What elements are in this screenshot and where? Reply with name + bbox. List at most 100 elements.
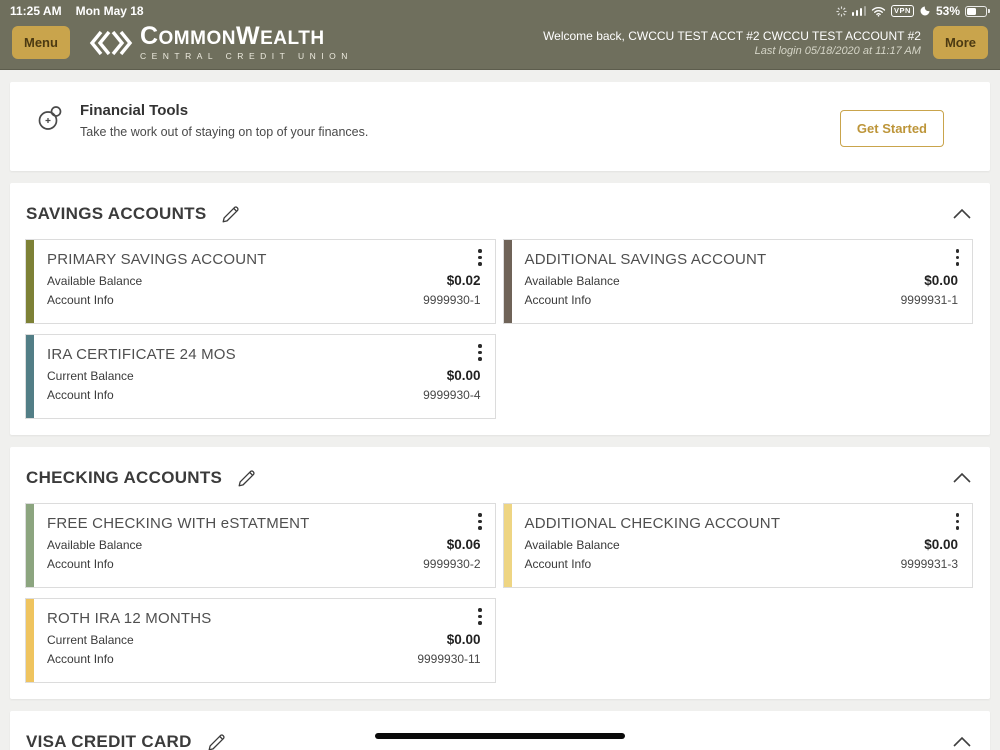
financial-tools-panel: Financial Tools Take the work out of sta… [10,82,990,171]
account-info-label[interactable]: Account Info [524,557,592,571]
header-main: Menu COMMONWEALTH CENTRAL CREDIT UNION W… [0,22,1000,69]
accounts-dashboard: SAVINGS ACCOUNTS PRIMARY SAVINGS ACCOUNT … [0,183,1000,750]
cellular-signal-icon [851,6,867,16]
status-date: Mon May 18 [75,4,144,18]
kebab-menu-icon[interactable] [478,249,482,266]
get-started-button[interactable]: Get Started [839,110,944,147]
brand-name: COMMONWEALTH [139,22,325,50]
accounts-grid-checking: FREE CHECKING WITH eSTATMENT Available B… [10,503,990,699]
section-title-checking: CHECKING ACCOUNTS [26,468,223,487]
account-color-stripe [26,240,34,323]
section-panel-savings: SAVINGS ACCOUNTS PRIMARY SAVINGS ACCOUNT … [10,183,990,435]
account-card[interactable]: PRIMARY SAVINGS ACCOUNT Available Balanc… [25,239,496,324]
app-header: 11:25 AM Mon May 18 VPN [0,0,1000,70]
balance-label: Available Balance [524,274,620,288]
balance-value: $0.00 [924,537,958,552]
kebab-menu-icon[interactable] [955,249,959,266]
account-color-stripe [26,335,34,418]
status-time: 11:25 AM [10,4,62,18]
balance-value: $0.00 [446,368,481,383]
account-card[interactable]: IRA CERTIFICATE 24 MOS Current Balance $… [25,334,496,419]
kebab-menu-icon[interactable] [955,513,959,530]
menu-button[interactable]: Menu [12,26,70,59]
accounts-grid-savings: PRIMARY SAVINGS ACCOUNT Available Balanc… [10,239,990,435]
account-color-stripe [503,504,512,587]
edit-pencil-icon[interactable] [206,731,228,750]
balance-label: Available Balance [524,538,620,552]
account-name: FREE CHECKING WITH eSTATMENT [47,515,310,532]
balance-value: $0.02 [446,273,481,288]
more-button[interactable]: More [932,26,988,59]
balance-label: Available Balance [47,274,143,288]
network-activity-icon [836,5,847,17]
account-card[interactable]: ADDITIONAL CHECKING ACCOUNT Available Ba… [502,503,973,588]
section-header-checking: CHECKING ACCOUNTS [10,447,990,503]
collapse-chevron-icon[interactable] [952,472,972,484]
account-info-label[interactable]: Account Info [47,293,114,307]
account-card-body: PRIMARY SAVINGS ACCOUNT Available Balanc… [34,240,495,323]
edit-pencil-icon[interactable] [220,203,242,225]
financial-tools-title: Financial Tools [80,102,189,119]
account-number: 9999931-1 [900,293,958,307]
last-login-text: Last login 05/18/2020 at 11:17 AM [754,44,921,57]
brand-tagline: CENTRAL CREDIT UNION [139,51,353,61]
account-info-label[interactable]: Account Info [47,388,114,402]
account-card-body: ADDITIONAL CHECKING ACCOUNT Available Ba… [512,504,973,587]
account-card-body: IRA CERTIFICATE 24 MOS Current Balance $… [34,335,495,418]
balance-value: $0.06 [446,537,481,552]
account-info-label[interactable]: Account Info [47,652,114,666]
section-header-visa: VISA CREDIT CARD [10,711,990,750]
battery-icon [965,5,990,17]
brand-chevrons-icon [88,29,134,57]
battery-percent: 53% [935,4,960,18]
balance-label: Current Balance [47,633,134,647]
account-name: IRA CERTIFICATE 24 MOS [47,346,236,363]
account-number: 9999930-11 [417,652,481,666]
section-panel-visa: VISA CREDIT CARD [10,711,990,750]
account-color-stripe [26,599,34,682]
account-name: ADDITIONAL SAVINGS ACCOUNT [524,251,767,268]
status-bar: 11:25 AM Mon May 18 VPN [0,0,1000,22]
welcome-text: Welcome back, CWCCU TEST ACCT #2 CWCCU T… [543,28,921,43]
kebab-menu-icon[interactable] [478,608,482,625]
account-number: 9999930-1 [423,293,481,307]
balance-label: Available Balance [47,538,143,552]
section-header-savings: SAVINGS ACCOUNTS [10,183,990,239]
account-info-label[interactable]: Account Info [524,293,592,307]
account-info-label[interactable]: Account Info [47,557,114,571]
account-number: 9999930-4 [423,388,481,402]
account-card[interactable]: FREE CHECKING WITH eSTATMENT Available B… [25,503,496,588]
edit-pencil-icon[interactable] [236,467,258,489]
collapse-chevron-icon[interactable] [952,208,972,220]
account-card-body: ROTH IRA 12 MONTHS Current Balance $0.00… [34,599,495,682]
moon-icon [919,5,931,17]
kebab-menu-icon[interactable] [478,344,482,361]
kebab-menu-icon[interactable] [478,513,482,530]
collapse-chevron-icon[interactable] [952,736,972,748]
financial-tools-icon [36,104,64,137]
balance-label: Current Balance [47,369,134,383]
wifi-icon [871,6,886,17]
home-indicator[interactable] [375,733,625,739]
account-card-body: FREE CHECKING WITH eSTATMENT Available B… [34,504,495,587]
section-title-savings: SAVINGS ACCOUNTS [26,204,207,223]
brand-logo: COMMONWEALTH CENTRAL CREDIT UNION [88,24,353,61]
account-card[interactable]: ROTH IRA 12 MONTHS Current Balance $0.00… [25,598,496,683]
account-name: PRIMARY SAVINGS ACCOUNT [47,251,267,268]
welcome-block: Welcome back, CWCCU TEST ACCT #2 CWCCU T… [543,29,921,57]
account-color-stripe [26,504,34,587]
balance-value: $0.00 [446,632,481,647]
account-color-stripe [503,240,512,323]
account-number: 9999930-2 [423,557,481,571]
section-title-visa: VISA CREDIT CARD [26,732,192,750]
account-number: 9999931-3 [900,557,958,571]
section-panel-checking: CHECKING ACCOUNTS FREE CHECKING WITH eSTA… [10,447,990,699]
account-card[interactable]: ADDITIONAL SAVINGS ACCOUNT Available Bal… [502,239,973,324]
account-name: ADDITIONAL CHECKING ACCOUNT [524,515,781,532]
financial-tools-text: Financial Tools Take the work out of sta… [80,102,368,139]
account-name: ROTH IRA 12 MONTHS [47,610,212,627]
financial-tools-subtitle: Take the work out of staying on top of y… [80,125,369,139]
balance-value: $0.00 [924,273,958,288]
account-card-body: ADDITIONAL SAVINGS ACCOUNT Available Bal… [512,240,973,323]
vpn-badge: VPN [891,5,914,17]
